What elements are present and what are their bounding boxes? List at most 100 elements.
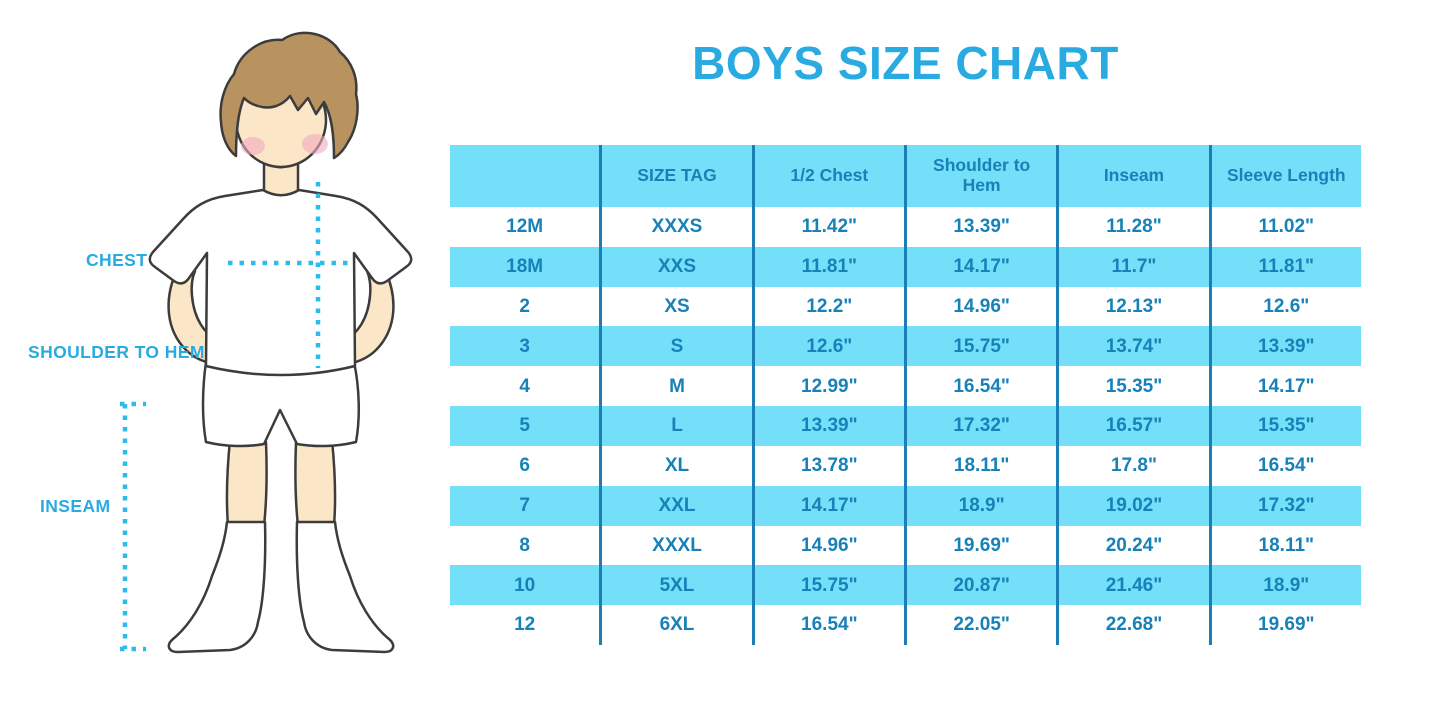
table-cell: 17.32": [1258, 494, 1315, 516]
table-cell: 14.96": [907, 286, 1060, 327]
table-cell: 15.35": [1059, 366, 1212, 407]
measurement-lines: [120, 182, 348, 652]
table-cell: L: [602, 406, 755, 446]
table-header-row: SIZE TAG 1/2 Chest Shoulder to Hem Inseam Sl…: [450, 145, 1361, 207]
table-cell: 13.39": [755, 406, 907, 446]
table-cell: 12.99": [755, 366, 907, 407]
table-cell: 11.81": [1258, 256, 1315, 278]
table-cell: 18.11": [1258, 534, 1315, 556]
right-sock: [295, 520, 395, 654]
table-cell: M: [602, 366, 755, 407]
row-size-label: 4: [450, 366, 603, 407]
table-cell: 13.74": [1059, 326, 1212, 367]
t-shirt: [148, 188, 413, 377]
table-cell: 14.96": [755, 525, 907, 566]
table-cell: 16.57": [1059, 406, 1212, 446]
table-cell: 12.6": [1263, 295, 1310, 317]
table-cell: S: [602, 326, 755, 367]
row-size-label: 8: [450, 525, 603, 566]
hair: [219, 31, 359, 160]
table-row: 3 S 12.6" 15.75" 13.74" 13.39": [450, 326, 1361, 367]
table-cell: XXXL: [602, 525, 755, 566]
column-header: Sleeve Length: [1226, 165, 1346, 186]
inseam-label: INSEAM: [40, 496, 111, 516]
table-cell: 16.54": [907, 366, 1060, 407]
table-cell: 14.17": [755, 485, 907, 526]
left-sock: [167, 520, 267, 654]
table-cell: 14.17": [907, 246, 1060, 287]
table-cell: 19.69": [907, 525, 1060, 566]
table-cell: 12.2": [755, 286, 907, 327]
table-cell: 6XL: [602, 605, 755, 645]
table-cell: 15.35": [1258, 415, 1315, 437]
table-cell: 15.75": [907, 326, 1060, 367]
boy-illustration: [120, 31, 413, 654]
table-cell: 22.68": [1059, 605, 1212, 645]
left-cheek-blush: [241, 137, 265, 155]
table-cell: 5XL: [602, 565, 755, 606]
table-cell: XL: [602, 445, 755, 486]
table-row: 4 M 12.99" 16.54" 15.35" 14.17": [450, 366, 1361, 407]
table-cell: XS: [602, 286, 755, 327]
table-cell: 19.02": [1059, 485, 1212, 526]
column-header: Inseam: [1059, 145, 1212, 207]
table-cell: 13.78": [755, 445, 907, 486]
right-cheek-blush: [302, 134, 328, 154]
table-cell: 11.28": [1059, 207, 1212, 247]
table-row: 8 XXXL 14.96" 19.69" 20.24" 18.11": [450, 525, 1361, 566]
page-title: BOYS SIZE CHART: [692, 37, 1119, 89]
table-row: 6 XL 13.78" 18.11" 17.8" 16.54": [450, 445, 1361, 486]
table-cell: 14.17": [1258, 375, 1315, 397]
table-row: 12 6XL 16.54" 22.05" 22.68" 19.69": [450, 605, 1361, 645]
row-size-label: 3: [450, 326, 603, 367]
size-chart-panel: BOYS SIZE CHART SIZE TAG 1/2 Chest Shoulde…: [450, 0, 1361, 723]
table-cell: XXXS: [602, 207, 755, 247]
right-leg: [294, 438, 337, 528]
table-cell: 19.69": [1258, 614, 1315, 636]
row-size-label: 2: [450, 286, 603, 327]
column-header: 1/2 Chest: [755, 145, 907, 207]
measurement-figure-panel: CHEST SHOULDER TO HEM INSEAM: [0, 0, 450, 723]
left-leg: [225, 438, 268, 528]
table-cell: 11.7": [1059, 246, 1212, 287]
table-cell: 17.8": [1059, 445, 1212, 486]
row-size-label: 12: [450, 605, 603, 645]
table-cell: XXL: [602, 485, 755, 526]
table-row: 5 L 13.39" 17.32" 16.57" 15.35": [450, 406, 1361, 446]
table-row: 7 XXL 14.17" 18.9" 19.02" 17.32": [450, 485, 1361, 526]
row-size-label: 10: [450, 565, 603, 606]
shoulder-to-hem-label: SHOULDER TO HEM: [28, 342, 205, 362]
table-cell: 12.6": [755, 326, 907, 367]
table-cell: 17.32": [907, 406, 1060, 446]
table-cell: 15.75": [755, 565, 907, 606]
table-cell: 13.39": [1258, 335, 1315, 357]
row-size-label: 7: [450, 485, 603, 526]
table-cell: 11.81": [755, 246, 907, 287]
table-row: 12M XXXS 11.42" 13.39" 11.28" 11.02": [450, 207, 1361, 247]
size-table: SIZE TAG 1/2 Chest Shoulder to Hem Inseam Sl…: [450, 145, 1361, 645]
table-cell: 12.13": [1059, 286, 1212, 327]
table-cell: 18.11": [907, 445, 1060, 486]
table-cell: 11.02": [1258, 216, 1315, 238]
table-cell: 20.87": [907, 565, 1060, 606]
table-row: 2 XS 12.2" 14.96" 12.13" 12.6": [450, 286, 1361, 327]
table-cell: 22.05": [907, 605, 1060, 645]
row-size-label: 6: [450, 445, 603, 486]
table-cell: 20.24": [1059, 525, 1212, 566]
table-cell: 21.46": [1059, 565, 1212, 606]
table-cell: 18.9": [1263, 574, 1310, 596]
table-cell: 11.42": [755, 207, 907, 247]
table-cell: 18.9": [907, 485, 1060, 526]
table-row: 18M XXS 11.81" 14.17" 11.7" 11.81": [450, 246, 1361, 287]
row-size-label: 12M: [450, 207, 603, 247]
table-cell: 16.54": [1258, 455, 1315, 477]
size-column-header-blank: [450, 145, 603, 207]
table-cell: 16.54": [755, 605, 907, 645]
chest-label: CHEST: [86, 250, 148, 270]
column-header: Shoulder to Hem: [907, 145, 1060, 207]
row-size-label: 5: [450, 406, 603, 446]
table-cell: XXS: [602, 246, 755, 287]
row-size-label: 18M: [450, 246, 603, 287]
table-row: 10 5XL 15.75" 20.87" 21.46" 18.9": [450, 565, 1361, 606]
